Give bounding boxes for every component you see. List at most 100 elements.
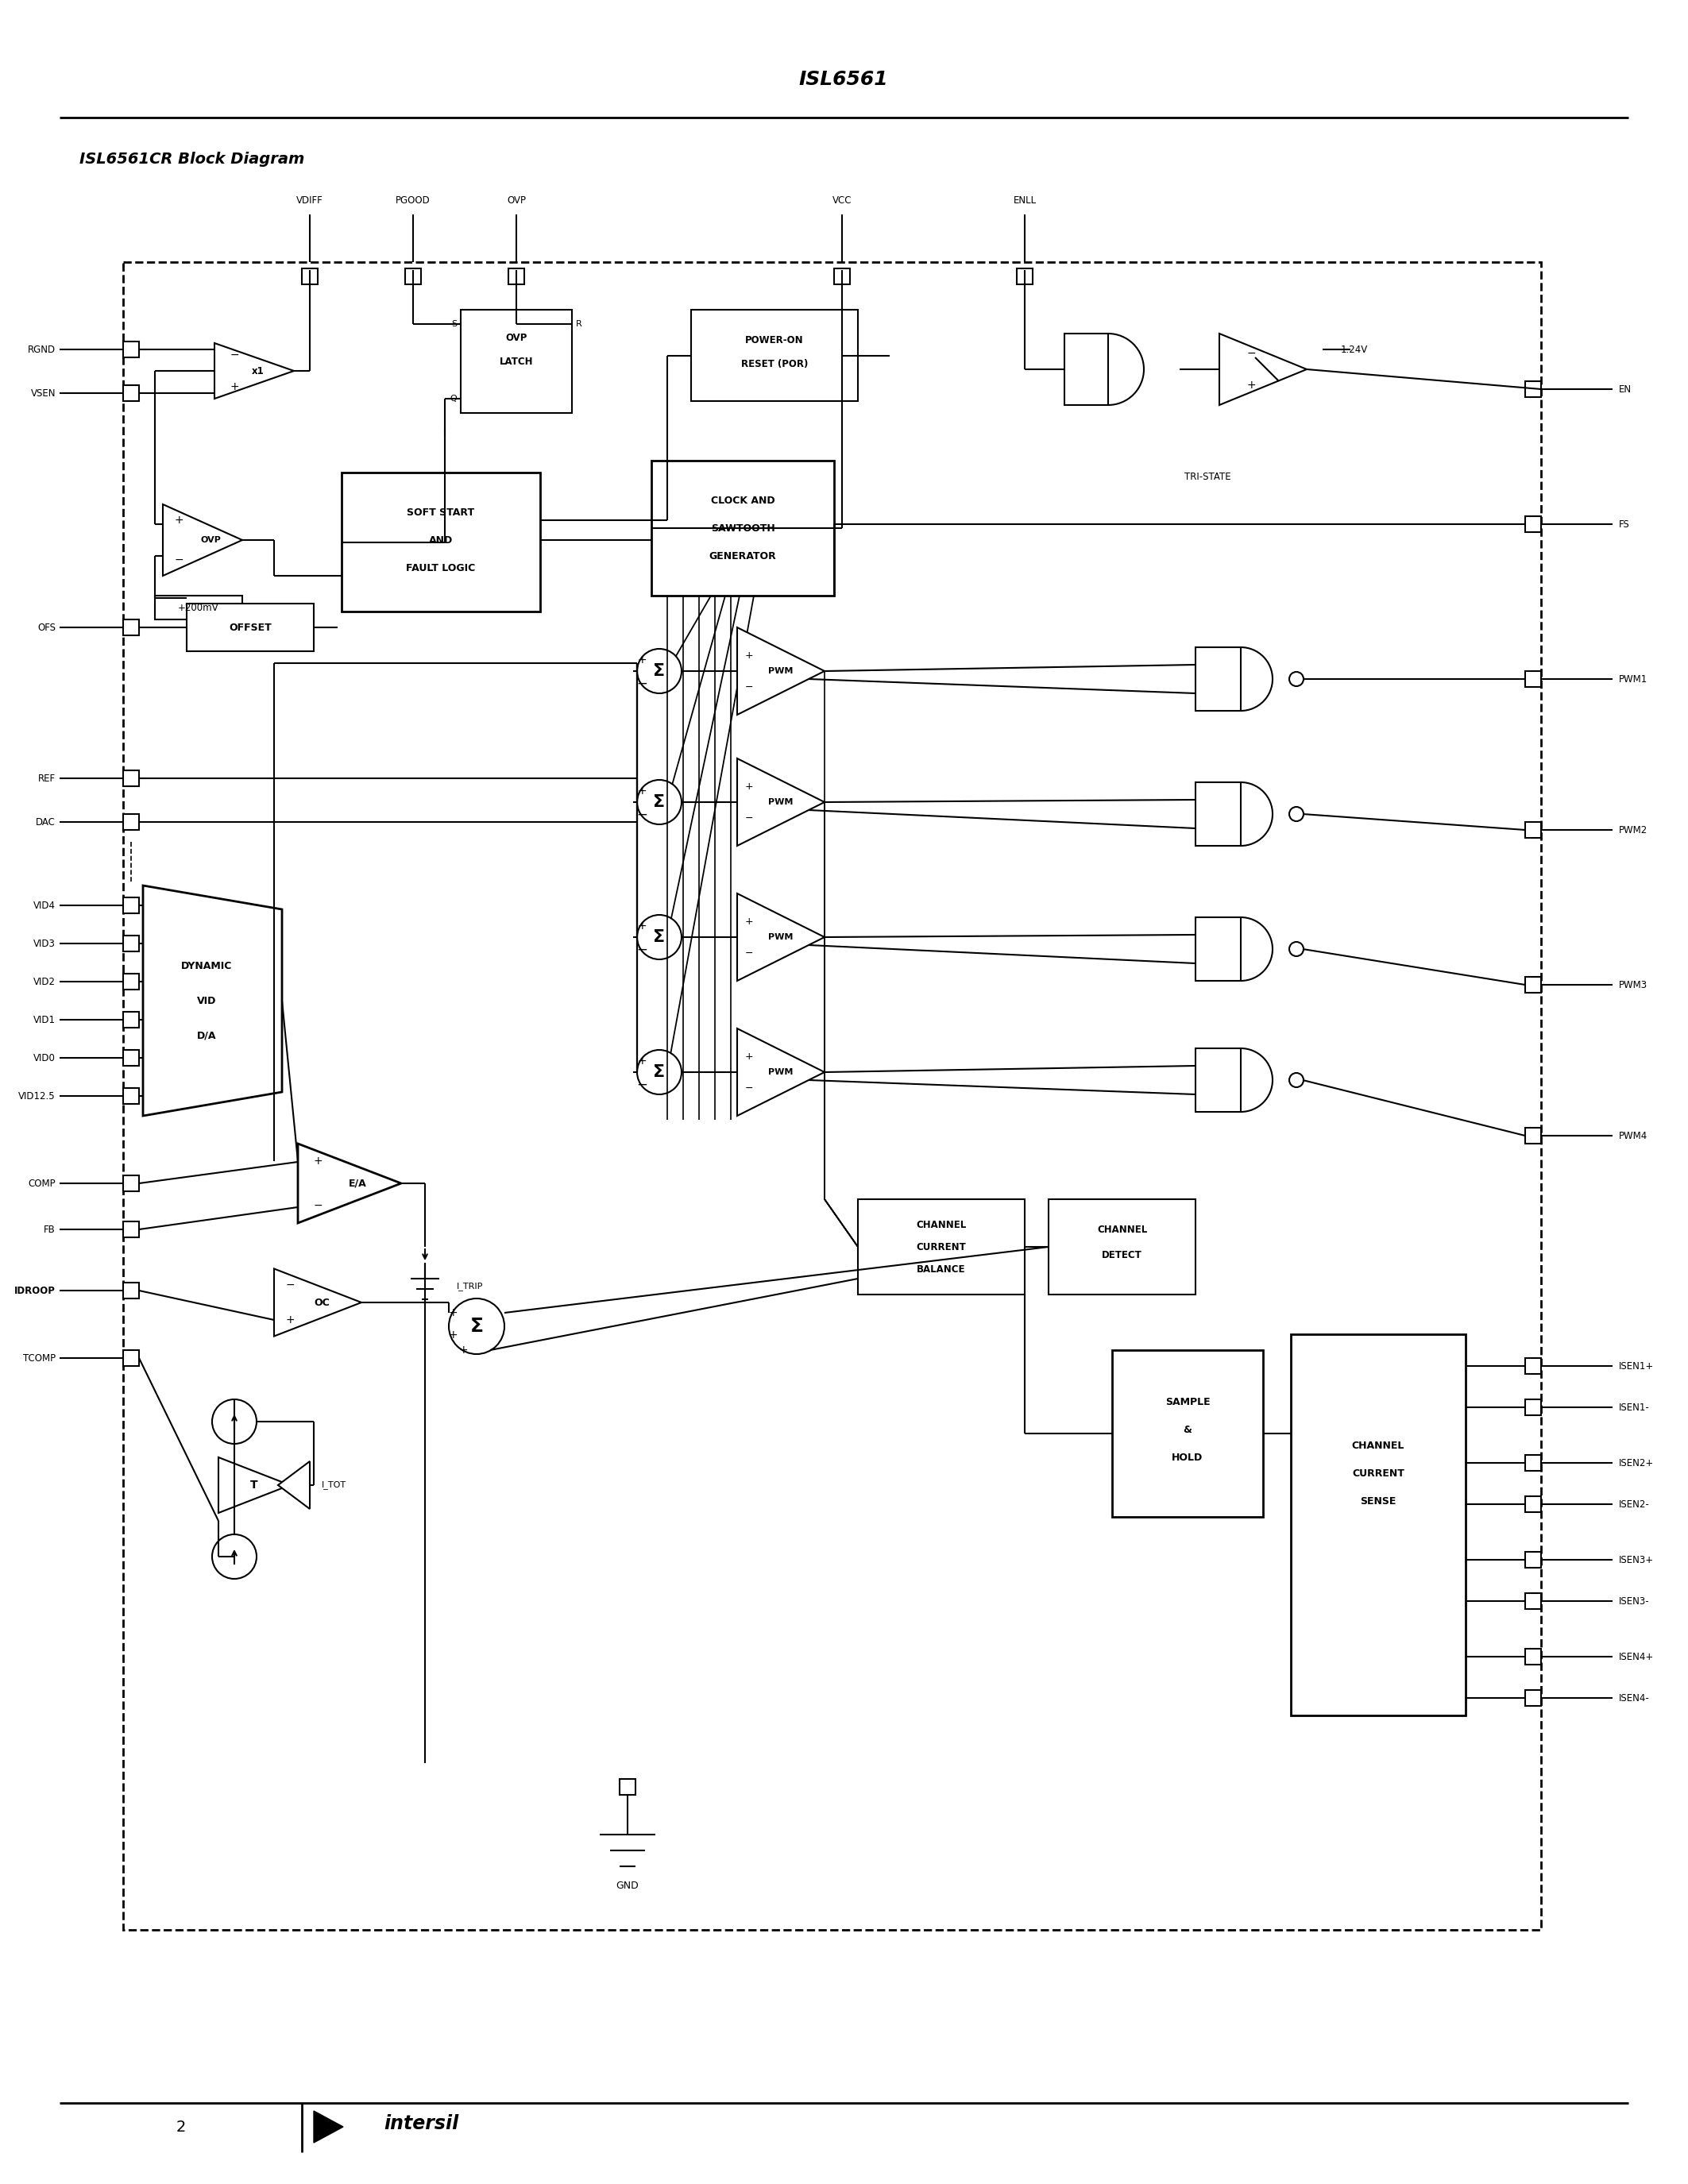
Bar xyxy=(652,461,834,596)
Text: +: + xyxy=(744,782,753,791)
Bar xyxy=(123,1175,138,1190)
Text: CLOCK AND: CLOCK AND xyxy=(711,496,775,505)
Text: POWER-ON: POWER-ON xyxy=(746,334,803,345)
Text: +: + xyxy=(285,1315,295,1326)
Text: PWM: PWM xyxy=(768,666,793,675)
Bar xyxy=(302,269,317,284)
Text: EN: EN xyxy=(1619,384,1632,395)
Bar xyxy=(690,310,858,402)
Text: ISEN1-: ISEN1- xyxy=(1619,1402,1649,1413)
Polygon shape xyxy=(738,627,824,714)
Text: SENSE: SENSE xyxy=(1361,1496,1396,1507)
Text: −: − xyxy=(174,555,184,566)
Bar xyxy=(1526,1455,1541,1470)
Polygon shape xyxy=(218,1457,290,1514)
Text: FAULT LOGIC: FAULT LOGIC xyxy=(407,563,476,572)
Text: COMP: COMP xyxy=(29,1177,56,1188)
Bar xyxy=(1526,976,1541,994)
Text: +: + xyxy=(638,919,647,933)
Bar xyxy=(123,1282,138,1299)
Polygon shape xyxy=(1219,334,1307,404)
Circle shape xyxy=(449,1299,505,1354)
Bar xyxy=(123,1051,138,1066)
Text: +: + xyxy=(449,1308,457,1319)
Text: CHANNEL: CHANNEL xyxy=(917,1219,967,1230)
Bar xyxy=(1048,1199,1195,1295)
Text: R: R xyxy=(576,321,582,328)
Circle shape xyxy=(1290,1072,1303,1088)
Text: OVP: OVP xyxy=(201,535,221,544)
Text: LATCH: LATCH xyxy=(500,356,533,367)
Text: +: + xyxy=(638,1055,647,1066)
Text: AND: AND xyxy=(429,535,452,546)
Text: OFS: OFS xyxy=(37,622,56,633)
Text: x1: x1 xyxy=(252,365,265,376)
Bar xyxy=(155,596,243,620)
Text: −: − xyxy=(636,808,648,821)
Text: ISEN4+: ISEN4+ xyxy=(1619,1651,1654,1662)
Text: &: & xyxy=(1183,1424,1192,1435)
Text: VID12.5: VID12.5 xyxy=(19,1090,56,1101)
Bar xyxy=(1526,1400,1541,1415)
Text: REF: REF xyxy=(39,773,56,784)
Bar xyxy=(123,384,138,402)
Polygon shape xyxy=(214,343,294,400)
Text: CHANNEL: CHANNEL xyxy=(1097,1225,1148,1234)
Text: −: − xyxy=(744,1083,753,1094)
Circle shape xyxy=(1290,673,1303,686)
Text: Σ: Σ xyxy=(653,928,665,946)
Text: PWM2: PWM2 xyxy=(1619,826,1647,834)
Text: 2: 2 xyxy=(176,2118,186,2134)
Text: VID4: VID4 xyxy=(34,900,56,911)
Text: GND: GND xyxy=(616,1880,640,1891)
Text: DYNAMIC: DYNAMIC xyxy=(181,961,233,972)
Bar xyxy=(123,1221,138,1238)
Text: TCOMP: TCOMP xyxy=(24,1352,56,1363)
Text: −: − xyxy=(744,681,753,692)
Text: −: − xyxy=(744,812,753,823)
Text: OVP: OVP xyxy=(506,194,527,205)
Bar xyxy=(1526,515,1541,533)
Text: ISL6561: ISL6561 xyxy=(798,70,888,90)
Text: VID1: VID1 xyxy=(34,1016,56,1024)
Text: +200mV: +200mV xyxy=(179,603,219,614)
Text: PWM4: PWM4 xyxy=(1619,1131,1647,1140)
Bar xyxy=(123,815,138,830)
Text: VID2: VID2 xyxy=(34,976,56,987)
Text: OVP: OVP xyxy=(505,332,527,343)
Text: Σ: Σ xyxy=(653,664,665,679)
Bar xyxy=(1526,1592,1541,1610)
Bar xyxy=(1526,670,1541,688)
Text: +: + xyxy=(638,786,647,797)
Text: +: + xyxy=(174,515,184,526)
Text: OC: OC xyxy=(314,1297,329,1308)
Text: RESET (POR): RESET (POR) xyxy=(741,358,809,369)
Text: Σ: Σ xyxy=(653,1064,665,1081)
Text: ISEN2-: ISEN2- xyxy=(1619,1498,1649,1509)
Bar xyxy=(461,310,572,413)
Text: D/A: D/A xyxy=(197,1031,216,1040)
Text: −: − xyxy=(636,943,648,957)
Bar xyxy=(1195,917,1241,981)
Polygon shape xyxy=(279,1461,311,1509)
Bar xyxy=(834,269,851,284)
Text: −: − xyxy=(314,1199,322,1212)
Bar xyxy=(1195,782,1241,845)
Polygon shape xyxy=(738,1029,824,1116)
Text: −: − xyxy=(285,1280,295,1291)
Text: CURRENT: CURRENT xyxy=(1352,1468,1404,1479)
Text: +: + xyxy=(744,651,753,660)
Text: SOFT START: SOFT START xyxy=(407,507,474,518)
Polygon shape xyxy=(297,1144,402,1223)
Bar xyxy=(1526,1690,1541,1706)
Bar xyxy=(1526,1127,1541,1144)
Text: T: T xyxy=(250,1479,258,1492)
Text: ISEN4-: ISEN4- xyxy=(1619,1693,1649,1704)
Text: ISL6561CR Block Diagram: ISL6561CR Block Diagram xyxy=(79,151,304,166)
Text: E/A: E/A xyxy=(348,1177,366,1188)
Text: S: S xyxy=(451,321,457,328)
Text: −: − xyxy=(230,349,240,360)
Bar xyxy=(1195,646,1241,710)
Text: +: + xyxy=(314,1155,322,1166)
Text: +: + xyxy=(744,915,753,926)
